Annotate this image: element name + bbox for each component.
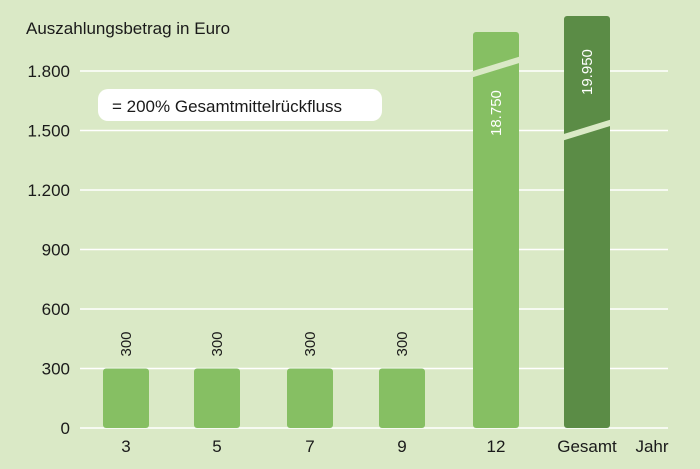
bar-12 — [473, 32, 519, 428]
data-label: 18.750 — [488, 90, 505, 136]
annotation-background — [98, 89, 382, 121]
y-tick-label: 600 — [42, 300, 70, 319]
data-label: 300 — [118, 331, 135, 356]
y-tick-label: 1.500 — [27, 122, 70, 141]
bar-7 — [287, 368, 333, 428]
annotation-box: = 200% Gesamtmittelrückfluss — [98, 89, 382, 121]
y-tick-label: 1.800 — [27, 62, 70, 81]
x-axis-label: Jahr — [635, 437, 668, 456]
y-tick-label: 1.200 — [27, 181, 70, 200]
x-tick-label: 5 — [212, 437, 221, 456]
bar-9 — [379, 368, 425, 428]
y-tick-label: 900 — [42, 241, 70, 260]
bar-3 — [103, 368, 149, 428]
annotation-text: = 200% Gesamtmittelrückfluss — [112, 97, 342, 116]
bar-gesamt — [564, 16, 610, 428]
x-tick-label: 12 — [487, 437, 506, 456]
data-label: 19.950 — [579, 49, 596, 95]
bar-5 — [194, 368, 240, 428]
data-label: 300 — [394, 331, 411, 356]
x-tick-label: 9 — [397, 437, 406, 456]
axis-break-marker — [560, 119, 614, 141]
y-axis-label: Auszahlungsbetrag in Euro — [26, 19, 230, 38]
x-tick-label: 7 — [305, 437, 314, 456]
data-label: 300 — [209, 331, 226, 356]
data-label: 300 — [302, 331, 319, 356]
y-tick-label: 300 — [42, 360, 70, 379]
y-tick-label: 0 — [61, 419, 70, 438]
x-tick-label: Gesamt — [557, 437, 617, 456]
x-tick-label: 3 — [121, 437, 130, 456]
axis-break-marker — [469, 56, 523, 78]
